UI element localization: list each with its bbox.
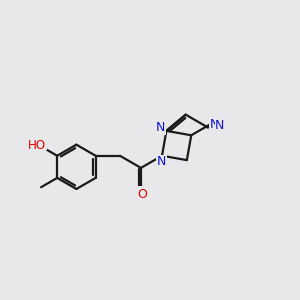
Text: O: O bbox=[136, 187, 146, 200]
Text: N: N bbox=[157, 155, 166, 168]
Text: HO: HO bbox=[28, 140, 46, 150]
Text: O: O bbox=[137, 188, 147, 201]
Text: N: N bbox=[210, 118, 219, 131]
Text: N: N bbox=[156, 121, 165, 134]
Text: N: N bbox=[215, 119, 224, 132]
Text: HO: HO bbox=[28, 139, 46, 152]
